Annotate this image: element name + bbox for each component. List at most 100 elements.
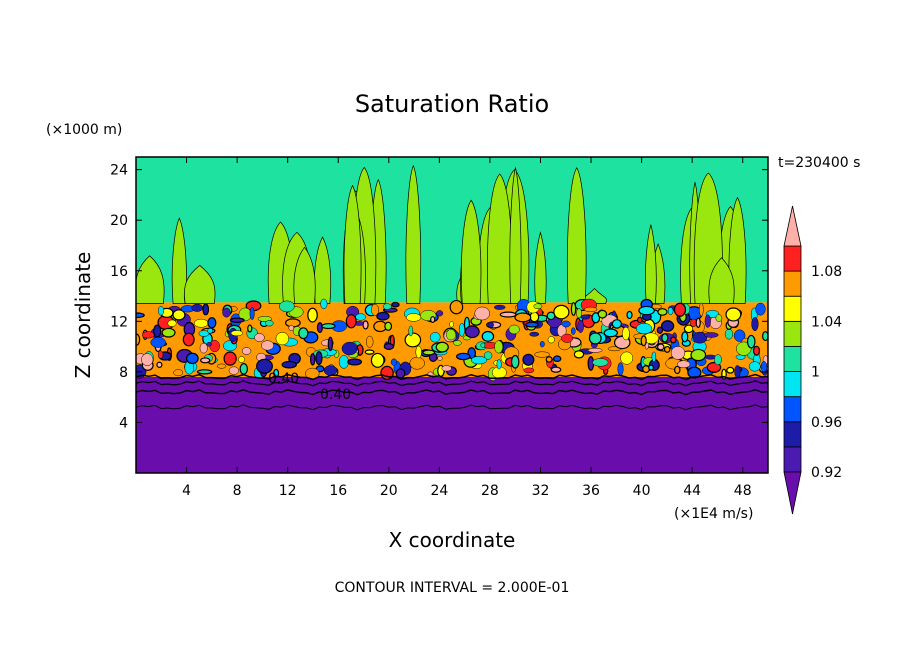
turbulent-cell: [275, 332, 290, 346]
turbulent-cell: [523, 367, 535, 374]
turbulent-cell: [238, 356, 246, 363]
turbulent-cell: [580, 314, 591, 320]
turbulent-cell: [327, 336, 334, 352]
turbulent-cell: [529, 331, 540, 337]
turbulent-cell: [588, 332, 602, 345]
turbulent-cell: [561, 333, 574, 343]
turbulent-cell: [626, 310, 633, 320]
turbulent-cell: [391, 301, 400, 308]
turbulent-cell: [347, 358, 363, 366]
turbulent-cell: [733, 329, 746, 342]
turbulent-cell: [281, 360, 297, 369]
x-tick-label: 44: [683, 483, 701, 499]
turbulent-cell: [656, 326, 664, 334]
turbulent-cell: [173, 369, 184, 377]
turbulent-cell: [182, 332, 195, 347]
turbulent-cell: [345, 314, 357, 329]
turbulent-cell: [156, 361, 163, 368]
turbulent-cell: [254, 333, 265, 342]
x-tick-label: 36: [582, 483, 600, 499]
turbulent-cell: [200, 357, 211, 364]
x-tick-label: 24: [430, 483, 448, 499]
turbulent-cell: [157, 350, 164, 359]
turbulent-cell: [338, 355, 349, 369]
turbulent-cell: [547, 336, 555, 344]
turbulent-cell: [611, 319, 622, 329]
colorbar-tick-label: 1.04: [811, 314, 842, 330]
turbulent-cell: [755, 302, 766, 316]
y-tick-label: 8: [119, 365, 128, 381]
colorbar-swatch: [783, 320, 802, 347]
turbulent-cell: [692, 331, 708, 344]
turbulent-cell: [704, 314, 711, 328]
turbulent-cell: [603, 328, 618, 338]
turbulent-cell: [592, 358, 609, 367]
turbulent-cell: [570, 302, 577, 316]
turbulent-cell: [561, 320, 571, 328]
turbulent-cell: [635, 323, 653, 335]
turbulent-cell: [449, 299, 464, 315]
y-tick-label: 24: [110, 163, 128, 179]
turbulent-cell: [321, 323, 336, 330]
y-axis-label: Z coordinate: [71, 252, 95, 379]
contour-line: [136, 388, 768, 396]
turbulent-cell: [494, 340, 504, 354]
y-tick-label: 16: [110, 264, 128, 280]
turbulent-cell: [695, 317, 701, 328]
turbulent-cell: [651, 351, 657, 363]
turbulent-cell: [150, 336, 166, 348]
turbulent-cell: [508, 324, 520, 335]
turbulent-cell: [553, 304, 570, 320]
turbulent-cell: [167, 319, 177, 327]
turbulent-cell: [550, 366, 562, 373]
y-unit-label: (×1000 m): [46, 122, 122, 138]
turbulent-cell: [640, 335, 647, 347]
plume-band: [728, 196, 747, 304]
plume-band: [343, 184, 362, 304]
turbulent-cell: [441, 365, 452, 372]
y-axis: 4 8 12 16 20 24: [110, 163, 768, 431]
turbulent-cell: [525, 321, 539, 328]
turbulent-cell: [674, 365, 681, 375]
turbulent-cell: [573, 350, 585, 359]
turbulent-cell: [510, 354, 520, 369]
turbulent-cell: [670, 346, 686, 360]
turbulent-cell: [307, 307, 318, 323]
turbulent-cell: [546, 311, 556, 321]
plume-band: [461, 199, 482, 304]
plume-band: [184, 265, 216, 304]
turbulent-cell: [704, 332, 719, 338]
turbulent-cell: [522, 353, 535, 366]
plume-band: [293, 246, 316, 304]
turbulent-cell: [383, 342, 395, 351]
turbulent-cell: [751, 316, 759, 332]
turbulent-cell: [552, 355, 562, 363]
turbulent-cell: [746, 334, 756, 349]
turbulent-cell: [370, 352, 385, 368]
turbulent-cell: [620, 351, 634, 365]
x-tick-label: 28: [481, 483, 499, 499]
turbulent-cell: [597, 309, 608, 319]
turbulent-cell: [247, 324, 253, 333]
turbulent-cell: [545, 356, 553, 363]
x-tick-label: 20: [380, 483, 398, 499]
turbulent-cell: [584, 306, 598, 313]
turbulent-cell: [216, 363, 227, 369]
x-tick-label: 8: [233, 483, 242, 499]
turbulent-cell: [699, 302, 704, 317]
turbulent-cell: [670, 336, 677, 344]
turbulent-cell: [320, 298, 328, 310]
turbulent-cell: [315, 351, 323, 366]
turbulent-cell: [229, 317, 245, 323]
turbulent-cell: [493, 304, 506, 310]
turbulent-cell: [206, 341, 212, 347]
turbulent-cell: [622, 326, 630, 341]
plume-band: [136, 255, 165, 304]
plume-band: [708, 257, 735, 304]
turbulent-cell: [734, 365, 741, 379]
turbulent-cell: [223, 351, 237, 366]
turbulent-cell: [249, 306, 255, 320]
contour-label: 0.40: [268, 371, 299, 387]
plume-band: [645, 224, 657, 304]
